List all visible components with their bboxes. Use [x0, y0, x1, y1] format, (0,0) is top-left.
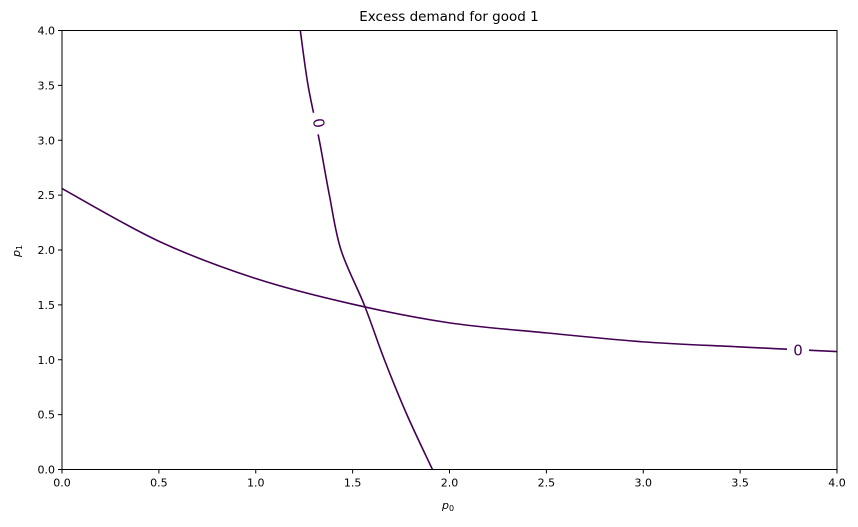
x-tick-label: 1.5	[344, 477, 362, 490]
y-tick-label: 1.0	[38, 354, 56, 367]
y-tick-label: 0.0	[38, 464, 56, 477]
x-tick-label: 3.0	[635, 477, 653, 490]
x-axis-label-subscript: 0	[449, 504, 454, 513]
x-axis-ticks: 0.0 0.5 1.0 1.5 2.0 2.5 3.0 3.5 4.0	[53, 469, 846, 490]
y-axis-label-subscript: 1	[15, 245, 24, 250]
contour-labels: 00	[309, 111, 809, 360]
y-tick-label: 2.5	[38, 189, 56, 202]
contour-label-text: 0	[309, 117, 328, 130]
x-tick-label: 4.0	[828, 477, 846, 490]
x-axis-label: p0	[441, 499, 454, 513]
contour-line-1	[299, 30, 434, 470]
contour-label-text: 0	[793, 342, 803, 360]
y-tick-label: 4.0	[38, 25, 56, 38]
contour-label: 0	[787, 342, 809, 360]
contour-line-2	[61, 187, 838, 353]
contour-label-gap	[312, 111, 326, 135]
x-tick-label: 0.5	[150, 477, 168, 490]
x-tick-label: 2.5	[538, 477, 556, 490]
y-axis-label: p1	[10, 245, 24, 258]
x-tick-label: 2.0	[441, 477, 459, 490]
x-tick-label: 1.0	[247, 477, 265, 490]
y-axis-ticks: 0.0 0.5 1.0 1.5 2.0 2.5 3.0 3.5 4.0	[38, 25, 62, 477]
y-tick-label: 1.5	[38, 299, 56, 312]
y-tick-label: 0.5	[38, 409, 56, 422]
y-tick-label: 3.0	[38, 134, 56, 147]
chart-title: Excess demand for good 1	[359, 9, 538, 25]
contour-lines	[61, 30, 838, 470]
x-tick-label: 3.5	[731, 477, 749, 490]
contour-label: 0	[309, 111, 328, 135]
y-tick-label: 2.0	[38, 244, 56, 257]
y-tick-label: 3.5	[38, 79, 56, 92]
x-tick-label: 0.0	[53, 477, 71, 490]
contour-label-gap	[787, 345, 809, 355]
